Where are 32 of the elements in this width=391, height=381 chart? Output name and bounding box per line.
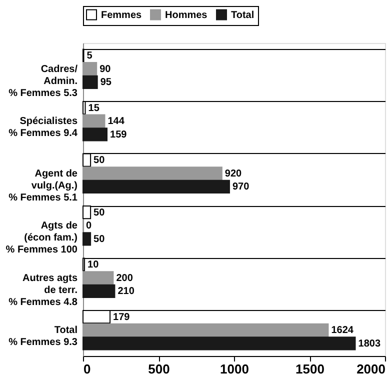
data-label: 200 xyxy=(116,272,134,284)
x-tick-label: 1000 xyxy=(220,362,249,376)
legend-label: Total xyxy=(231,10,254,21)
data-label: 970 xyxy=(232,182,250,193)
y-tick-label: Autres agts de terr. % Femmes 4.8 xyxy=(8,272,78,308)
y-tick-label: Cadres/ Admin. % Femmes 5.3 xyxy=(8,64,78,99)
data-label: 159 xyxy=(110,129,128,140)
data-label: 179 xyxy=(113,312,130,323)
data-label: 1803 xyxy=(358,338,381,350)
data-label: 95 xyxy=(100,77,112,88)
y-tick-label: Spécialistes % Femmes 9.4 xyxy=(8,116,78,140)
data-label: 0 xyxy=(86,220,92,232)
data-label: 144 xyxy=(108,116,125,128)
legend-label: Hommes xyxy=(165,10,208,21)
data-label: 50 xyxy=(94,207,106,218)
data-label: 920 xyxy=(224,168,242,180)
y-tick-label: Agent de vulg.(Ag.) % Femmes 5.1 xyxy=(8,168,78,204)
legend-label: Femmes xyxy=(101,10,142,21)
data-label: 10 xyxy=(88,260,100,271)
x-tick-label: 0 xyxy=(84,362,91,376)
x-tick-label: 500 xyxy=(148,362,170,376)
data-label: 15 xyxy=(88,102,100,114)
data-label: 210 xyxy=(118,286,135,298)
y-tick-label: Total % Femmes 9.3 xyxy=(8,325,78,348)
data-label: 1624 xyxy=(331,325,354,336)
data-label: 50 xyxy=(94,234,106,245)
data-label: 90 xyxy=(100,64,112,75)
data-label: 50 xyxy=(94,155,106,166)
x-tick-label: 2000 xyxy=(356,362,386,376)
x-tick-label: 1500 xyxy=(296,362,324,376)
y-tick-label: Agts de (écon fam.) % Femmes 100 xyxy=(6,220,78,256)
data-label: 5 xyxy=(86,50,93,62)
